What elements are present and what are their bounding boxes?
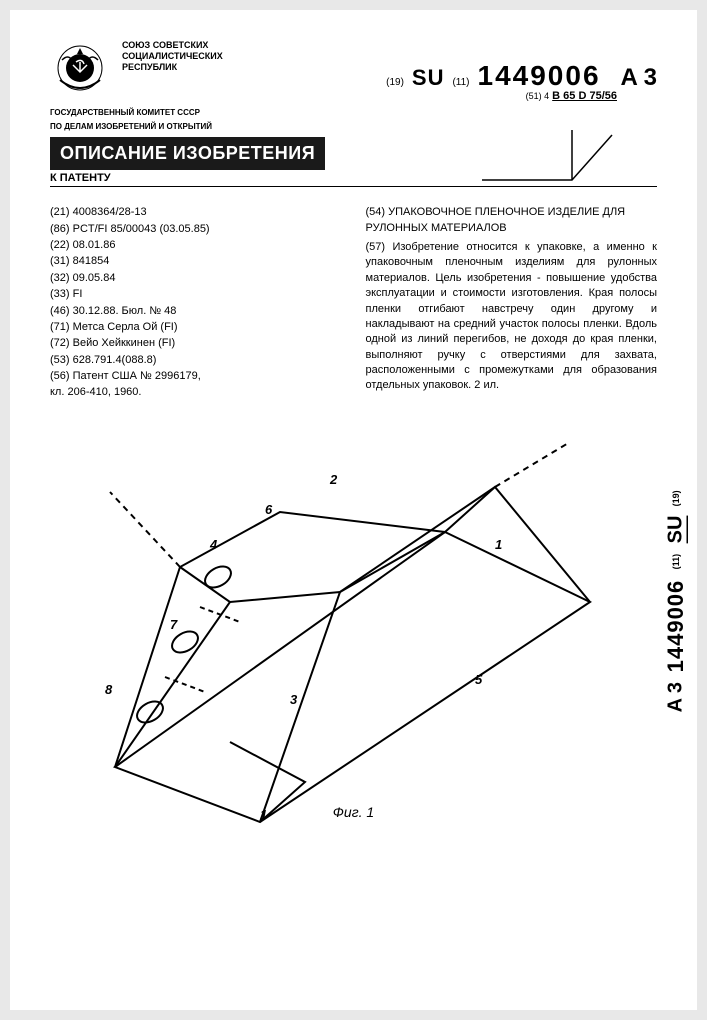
org-line: РЕСПУБЛИК	[122, 62, 223, 73]
callout-1b: 1	[260, 807, 267, 822]
field-31: (31) 841854	[50, 254, 342, 269]
figure-caption: Фиг. 1	[333, 804, 374, 820]
field-72: (72) Вейо Хейккинен (FI)	[50, 336, 342, 351]
doc-num: 1449006	[478, 60, 601, 92]
field-33: (33) FI	[50, 287, 342, 302]
side-country: SU	[665, 516, 688, 544]
callout-4: 4	[210, 537, 217, 552]
patent-page: СОЮЗ СОВЕТСКИХ СОЦИАЛИСТИЧЕСКИХ РЕСПУБЛИ…	[10, 10, 697, 1010]
doc-country: SU	[412, 65, 445, 91]
committee-line: ГОСУДАРСТВЕННЫЙ КОМИТЕТ СССР	[50, 108, 657, 118]
field-86: (86) PCT/FI 85/00043 (03.05.85)	[50, 222, 342, 237]
org-name: СОЮЗ СОВЕТСКИХ СОЦИАЛИСТИЧЕСКИХ РЕСПУБЛИ…	[122, 40, 223, 100]
doc-sub19: (19)	[386, 77, 404, 88]
side-num: 1449006	[663, 579, 689, 672]
side-sub19: (19)	[671, 490, 681, 506]
abstract-body: (57) Изобретение относится к упаковке, а…	[366, 240, 658, 394]
doc-suffix: A 3	[621, 64, 657, 92]
figure-1: 2 6 4 7 8 1 5 3 1 Фиг. 1	[50, 432, 657, 832]
callout-2: 2	[330, 472, 337, 487]
callout-7: 7	[170, 617, 177, 632]
invention-title: (54) УПАКОВОЧНОЕ ПЛЕНОЧНОЕ ИЗДЕЛИЕ ДЛЯ Р…	[366, 205, 658, 236]
field-22: (22) 08.01.86	[50, 238, 342, 253]
side-sub11: (11)	[671, 554, 681, 570]
org-line: СОЮЗ СОВЕТСКИХ	[122, 40, 223, 51]
callout-1: 1	[495, 537, 502, 552]
field-56: (56) Патент США № 2996179,	[50, 369, 342, 384]
field-46: (46) 30.12.88. Бюл. № 48	[50, 304, 342, 319]
ussr-emblem-icon	[50, 40, 110, 100]
body-columns: (21) 4008364/28-13 (86) PCT/FI 85/00043 …	[50, 205, 657, 402]
field-21: (21) 4008364/28-13	[50, 205, 342, 220]
callout-8: 8	[105, 682, 112, 697]
side-doc-number: A 3 1449006 (11) SU (19)	[663, 490, 689, 712]
doc-title: ОПИСАНИЕ ИЗОБРЕТЕНИЯ	[50, 137, 325, 170]
page-corner-icon	[477, 125, 617, 195]
package-diagram-icon	[50, 432, 610, 832]
field-56-cont: кл. 206-410, 1960.	[50, 385, 342, 400]
field-71: (71) Метса Серла Ой (FI)	[50, 320, 342, 335]
doc-sub11: (11)	[452, 77, 469, 88]
class-code: B 65 D 75/56	[552, 90, 617, 102]
right-column: (54) УПАКОВОЧНОЕ ПЛЕНОЧНОЕ ИЗДЕЛИЕ ДЛЯ Р…	[366, 205, 658, 402]
left-column: (21) 4008364/28-13 (86) PCT/FI 85/00043 …	[50, 205, 342, 402]
callout-3: 3	[290, 692, 297, 707]
field-53: (53) 628.791.4(088.8)	[50, 353, 342, 368]
callout-6: 6	[265, 502, 272, 517]
title-block: ОПИСАНИЕ ИЗОБРЕТЕНИЯ К ПАТЕНТУ	[50, 137, 657, 187]
org-line: СОЦИАЛИСТИЧЕСКИХ	[122, 51, 223, 62]
class-label: (51) 4	[526, 91, 550, 101]
side-suffix: A 3	[665, 682, 688, 712]
field-32: (32) 09.05.84	[50, 271, 342, 286]
callout-5: 5	[475, 672, 482, 687]
